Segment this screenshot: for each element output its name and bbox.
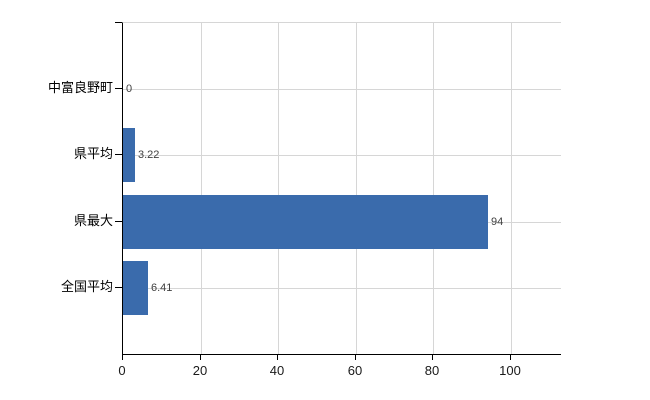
value-label: 3.22 bbox=[138, 149, 160, 161]
x-tick-label: 60 bbox=[347, 363, 363, 378]
x-tick-label: 40 bbox=[269, 363, 285, 378]
value-label: 0 bbox=[126, 83, 133, 95]
x-axis-tick bbox=[122, 354, 123, 360]
y-axis-tick bbox=[115, 287, 122, 288]
gridline-vertical bbox=[511, 23, 512, 354]
gridline-horizontal bbox=[123, 288, 561, 289]
y-axis-tick bbox=[115, 88, 122, 89]
gridline-vertical bbox=[278, 23, 280, 354]
value-label: 6.41 bbox=[151, 282, 173, 294]
gridline-horizontal bbox=[123, 155, 561, 156]
value-label: 94 bbox=[491, 216, 504, 228]
gridline-vertical bbox=[433, 23, 435, 354]
x-axis-tick bbox=[277, 354, 278, 360]
x-tick-label: 0 bbox=[118, 363, 126, 378]
x-axis-tick bbox=[432, 354, 433, 360]
gridline-vertical bbox=[355, 23, 357, 354]
y-axis-end-tick bbox=[115, 22, 122, 23]
x-tick-label: 80 bbox=[424, 363, 440, 378]
x-axis-tick bbox=[355, 354, 356, 360]
bar-1 bbox=[123, 128, 135, 182]
category-label: 県最大 bbox=[73, 213, 113, 228]
category-label: 全国平均 bbox=[60, 279, 113, 294]
category-label: 中富良野町 bbox=[47, 80, 113, 95]
category-label: 県平均 bbox=[73, 146, 113, 161]
y-axis-tick bbox=[115, 221, 122, 222]
bar-2 bbox=[123, 195, 488, 249]
plot-area: 0 3.22 94 6.41 bbox=[122, 22, 561, 355]
gridline-vertical bbox=[200, 23, 202, 354]
gridline-horizontal bbox=[123, 89, 561, 90]
x-axis-tick bbox=[200, 354, 201, 360]
y-axis-tick bbox=[115, 154, 122, 155]
x-tick-label: 20 bbox=[192, 363, 208, 378]
x-axis-tick bbox=[510, 354, 511, 360]
x-tick-label: 100 bbox=[499, 363, 521, 378]
bar-3 bbox=[123, 261, 148, 315]
